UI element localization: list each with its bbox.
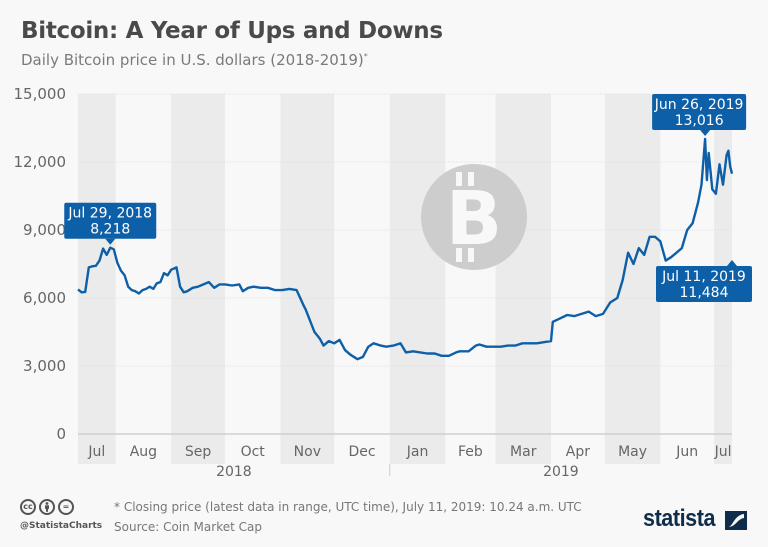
callout-value: 13,016 [675,113,724,129]
x-tick-label: Jan [406,444,429,460]
month-band [389,94,446,464]
y-tick-label: 0 [56,425,66,443]
callout-value: 11,484 [680,285,729,301]
x-tick-label: Aug [130,444,157,460]
y-tick-label: 9,000 [23,221,66,239]
callout-date: Jul 11, 2019 [661,269,746,285]
bitcoin-stroke-bottom-left [456,248,462,262]
y-tick-label: 6,000 [23,289,66,307]
license-icons: cc = [20,499,74,515]
y-tick-label: 3,000 [23,357,66,375]
bitcoin-logo-icon: B [421,164,527,270]
callout-box [656,266,752,302]
x-axis-labels: Jul Aug Sep Oct Nov Dec Jan Feb Mar Apr May Jun Jul 2… [87,444,731,480]
x-tick-label: Mar [510,444,537,460]
source-note: Source: Coin Market Cap [114,520,262,534]
month-band [171,94,225,464]
callout-pointer [105,238,116,245]
month-band [280,94,335,464]
callout-box [64,202,157,239]
x-tick-label: Dec [348,444,375,460]
callout-date: Jul 29, 2018 [67,206,152,222]
year-label: 2019 [543,464,579,480]
chart-title: Bitcoin: A Year of Ups and Downs [21,18,443,44]
x-tick-label: Apr [566,444,590,460]
x-tick-label: Nov [294,444,321,460]
y-axis-ticks: 0 3,000 6,000 9,000 12,000 15,000 [14,85,67,443]
x-tick-label: Feb [458,444,483,460]
x-tick-label: May [618,444,647,460]
month-band [604,94,661,464]
callout-pointer [700,129,711,136]
bitcoin-stroke-bottom-right [468,248,474,262]
y-tick-label: 15,000 [14,85,67,103]
statista-logo[interactable]: statista [643,505,716,532]
subtitle-footnote-mark: * [363,52,368,61]
cc-icon: cc [20,499,36,515]
subtitle-text: Daily Bitcoin price in U.S. dollars (201… [21,51,364,69]
month-band [78,94,116,464]
bitcoin-stroke-top-left [456,172,462,186]
x-tick-label: Jun [675,444,698,460]
series-line [77,137,734,361]
footnote: * Closing price (latest data in range, U… [114,500,582,514]
gridlines [78,93,732,435]
x-tick-label: Jul [87,444,105,460]
month-band [495,94,552,464]
statista-handle[interactable]: @StatistaCharts [20,521,103,531]
callout-box [652,93,747,130]
no-derivatives-icon: = [58,499,74,515]
x-tick-label: Sep [185,444,212,460]
callout-pointer [727,260,737,266]
bitcoin-b-glyph: B [446,176,502,262]
callout-date: Jun 26, 2019 [654,97,744,113]
callout-value: 8,218 [90,222,130,238]
price-line [77,137,734,361]
bitcoin-stroke-top-right [468,172,474,186]
y-tick-label: 12,000 [14,153,67,171]
chart-subtitle: Daily Bitcoin price in U.S. dollars (201… [21,51,368,69]
x-tick-label: Jul [714,444,732,460]
year-label: 2018 [216,464,252,480]
x-tick-label: Oct [241,444,266,460]
attribution-icon [39,499,55,515]
bitcoin-logo-circle [421,164,527,270]
statista-logo-mark-icon [725,511,747,530]
month-bands [78,94,732,464]
